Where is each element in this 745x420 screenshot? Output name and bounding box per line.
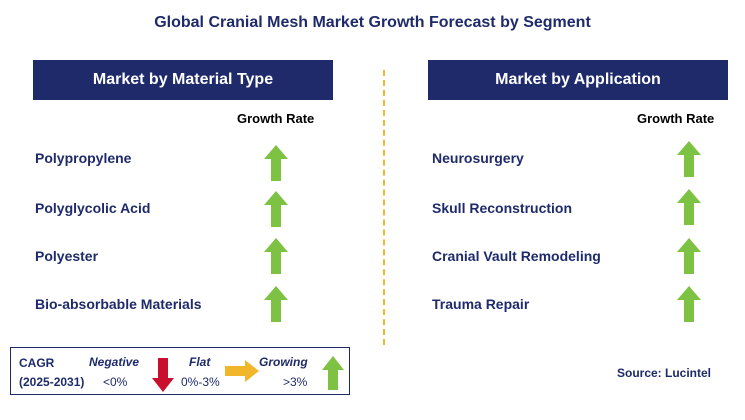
application-header: Market by Application: [428, 60, 728, 100]
arrow-up-icon: [264, 145, 288, 181]
material-row-label: Polypropylene: [35, 150, 132, 166]
arrow-up-icon: [677, 141, 701, 177]
legend-growing-label: Growing: [259, 355, 308, 369]
legend-cagr-label: CAGR: [19, 356, 55, 370]
arrow-up-icon: [677, 189, 701, 225]
material-row-label: Polyester: [35, 248, 99, 264]
material-row-label: Bio-absorbable Materials: [35, 296, 202, 312]
page-title: Global Cranial Mesh Market Growth Foreca…: [154, 14, 591, 31]
application-row-label: Neurosurgery: [432, 150, 524, 166]
material-type-header: Market by Material Type: [33, 60, 333, 100]
legend-period: (2025-2031): [19, 375, 85, 389]
arrow-up-icon: [264, 191, 288, 227]
material-row-label: Polyglycolic Acid: [35, 200, 151, 216]
cagr-legend: CAGR (2025-2031) Negative <0% Flat 0%-3%…: [10, 347, 350, 395]
legend-flat-value: 0%-3%: [181, 375, 220, 389]
legend-flat-label: Flat: [189, 355, 211, 369]
legend-growing-value: >3%: [283, 375, 308, 389]
legend-negative-value: <0%: [103, 375, 128, 389]
arrow-up-icon: [677, 238, 701, 274]
arrow-up-icon: [322, 356, 344, 390]
source-credit: Source: Lucintel: [617, 366, 712, 380]
application-row-label: Cranial Vault Remodeling: [432, 248, 601, 264]
arrow-down-icon: [152, 358, 174, 392]
arrow-up-icon: [264, 286, 288, 322]
material-growth-rate-label: Growth Rate: [237, 111, 315, 126]
arrow-up-icon: [677, 286, 701, 322]
application-row-label: Skull Reconstruction: [432, 200, 573, 216]
arrow-right-icon: [225, 360, 259, 382]
application-row-label: Trauma Repair: [432, 296, 530, 312]
arrow-up-icon: [264, 238, 288, 274]
legend-negative-label: Negative: [89, 355, 140, 369]
panel-divider: [383, 70, 385, 345]
application-growth-rate-label: Growth Rate: [637, 111, 715, 126]
